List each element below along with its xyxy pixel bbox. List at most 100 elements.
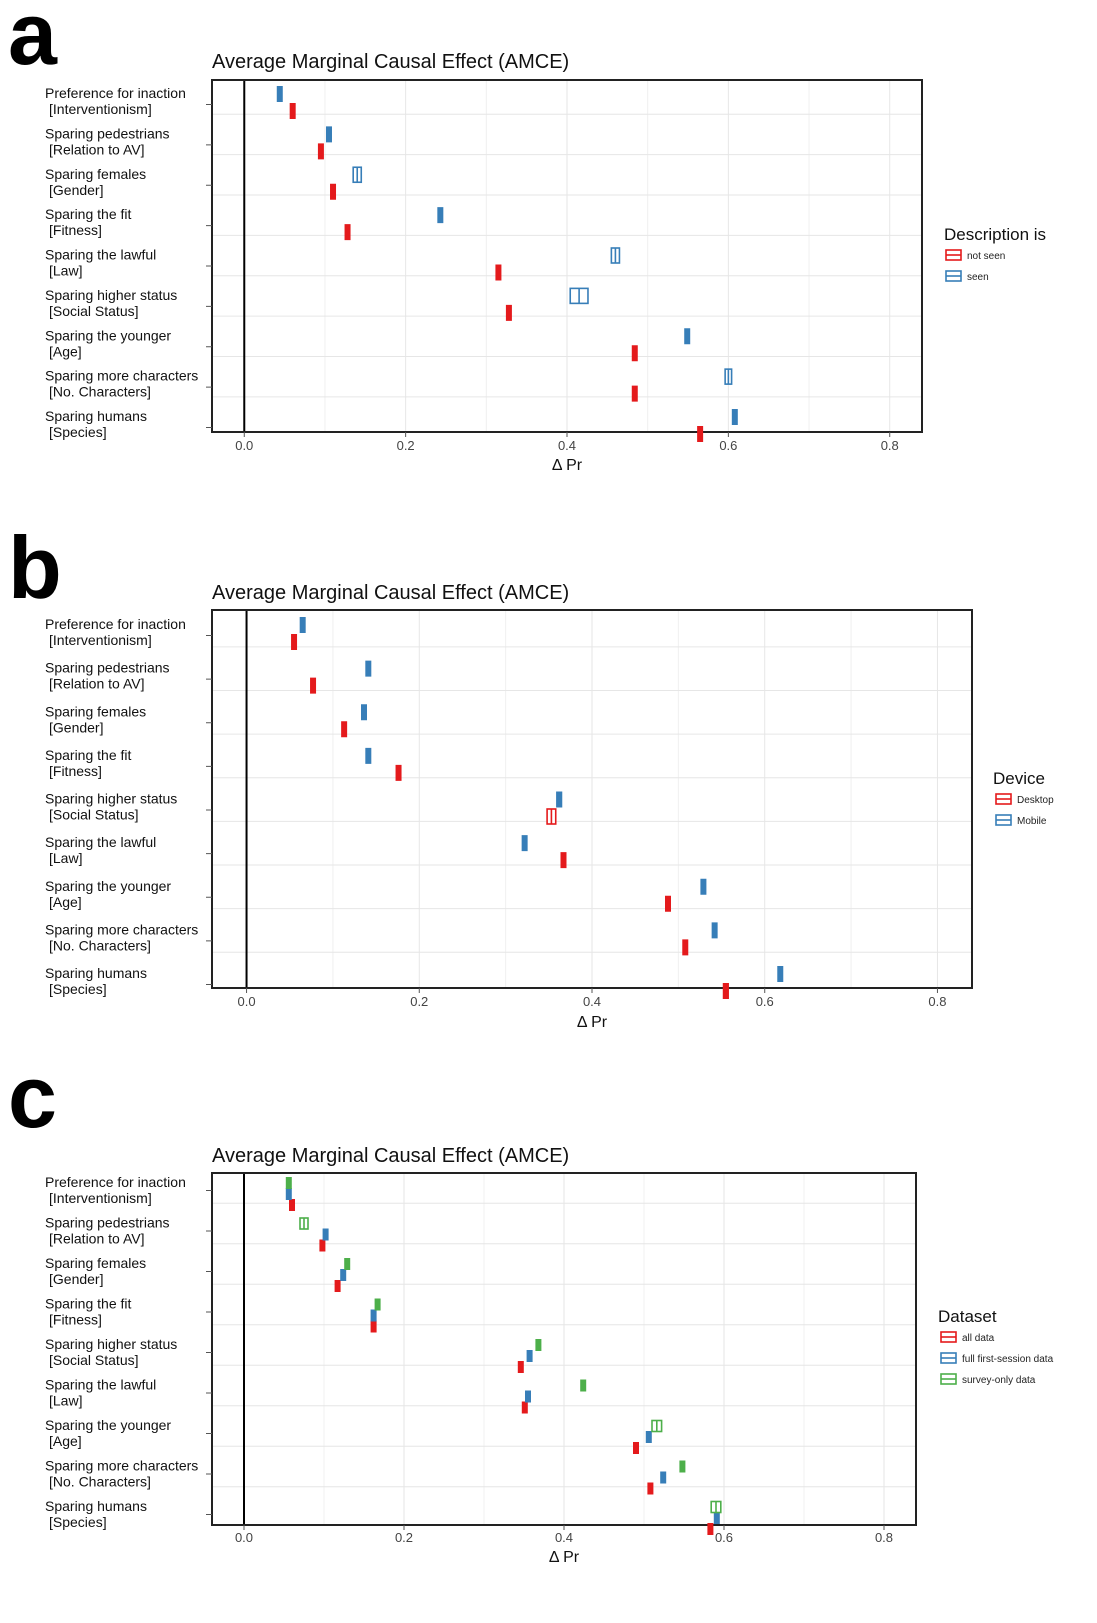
data-point <box>322 1228 329 1241</box>
row-label-category: [Gender] <box>49 1271 103 1287</box>
row-label: Sparing higher status <box>45 791 177 807</box>
row-label-category: [Relation to AV] <box>49 1231 144 1247</box>
panel-letter-b: b <box>8 518 62 617</box>
series-survey-only-data <box>285 1177 722 1514</box>
data-point <box>700 878 707 895</box>
data-point <box>365 660 372 677</box>
row-label: Sparing females <box>45 1255 146 1271</box>
row-label: Sparing pedestrians <box>45 125 170 141</box>
row-label: Preference for inaction <box>45 1174 186 1190</box>
data-point <box>535 1339 542 1351</box>
row-label-category: [Fitness] <box>49 763 102 779</box>
data-point <box>777 966 784 982</box>
legend-title: Description is <box>944 225 1046 244</box>
data-point <box>682 939 689 956</box>
row-label: Sparing females <box>45 166 146 182</box>
x-tick-label: 0.2 <box>410 994 428 1009</box>
x-tick-label: 0.4 <box>583 994 601 1009</box>
data-point <box>317 143 324 160</box>
data-point <box>291 634 298 650</box>
x-axis-label: Δ Pr <box>549 1549 580 1566</box>
row-label: Sparing the fit <box>45 206 131 222</box>
row-label-category: [Interventionism] <box>49 101 152 117</box>
row-label: Sparing more characters <box>45 1458 198 1474</box>
x-tick-label: 0.2 <box>397 438 415 453</box>
legend-item: Desktop <box>995 793 1054 806</box>
data-point <box>713 1512 720 1524</box>
data-point <box>325 126 332 143</box>
row-label: Sparing more characters <box>45 368 198 384</box>
data-point <box>697 426 704 442</box>
data-point <box>276 86 283 102</box>
row-label-category: [Species] <box>49 981 107 997</box>
legend-item: all data <box>940 1331 995 1344</box>
legend-label: seen <box>967 272 989 283</box>
data-point <box>580 1379 587 1392</box>
x-tick-label: 0.8 <box>875 1530 893 1545</box>
data-point <box>495 264 502 281</box>
legend-item: full first-session data <box>940 1352 1054 1365</box>
data-point <box>660 1471 667 1484</box>
chart-title: Average Marginal Causal Effect (AMCE) <box>212 51 569 73</box>
panel-letter-a: a <box>8 0 58 83</box>
data-point <box>437 207 444 224</box>
row-label: Preference for inaction <box>45 85 186 101</box>
row-label-category: [Age] <box>49 343 82 359</box>
row-label: Sparing higher status <box>45 287 177 303</box>
legend-label: Desktop <box>1017 795 1054 806</box>
row-label-category: [No. Characters] <box>49 937 151 953</box>
data-point <box>505 304 512 321</box>
data-point <box>285 1188 292 1200</box>
data-point <box>556 791 563 808</box>
data-marks <box>291 617 784 999</box>
row-label: Sparing more characters <box>45 921 198 937</box>
data-point <box>521 835 528 852</box>
row-label: Sparing the lawful <box>45 834 156 850</box>
data-point <box>344 224 351 241</box>
series-full-first-session-data <box>285 1188 720 1524</box>
x-tick-label: 0.4 <box>555 1530 573 1545</box>
data-point <box>731 409 738 425</box>
data-point <box>395 764 402 781</box>
row-label-category: [Relation to AV] <box>49 676 144 692</box>
row-label: Sparing the lawful <box>45 1377 156 1393</box>
data-point <box>707 1523 714 1535</box>
x-axis-label: Δ Pr <box>577 1014 608 1031</box>
data-point <box>334 1280 341 1292</box>
row-labels: Preference for inaction[Interventionism]… <box>45 1174 212 1530</box>
legend: Description is not seen seen <box>944 225 1046 283</box>
row-label: Sparing humans <box>45 1498 147 1514</box>
row-label-category: [Interventionism] <box>49 1190 152 1206</box>
x-tick-label: 0.8 <box>881 438 899 453</box>
row-label: Preference for inaction <box>45 616 186 632</box>
x-axis: 0.0 0.2 0.4 0.6 0.8 Δ Pr <box>235 1525 893 1566</box>
legend-title: Device <box>993 769 1045 788</box>
data-point <box>679 1460 686 1473</box>
row-label: Sparing females <box>45 703 146 719</box>
chart-title: Average Marginal Causal Effect (AMCE) <box>212 582 569 604</box>
row-label-category: [Age] <box>49 1433 82 1449</box>
row-label-category: [Social Status] <box>49 303 139 319</box>
data-point <box>631 385 638 402</box>
x-tick-label: 0.0 <box>235 1530 253 1545</box>
legend: Dataset all data full first-session data su… <box>938 1307 1054 1386</box>
panel-b: b Average Marginal Causal Effect (AMCE) Pr… <box>8 518 1054 1031</box>
data-point <box>645 1431 652 1443</box>
row-label: Sparing the younger <box>45 878 171 894</box>
row-label: Sparing the younger <box>45 327 171 343</box>
x-tick-label: 0.6 <box>715 1530 733 1545</box>
legend-label: survey-only data <box>962 1375 1036 1386</box>
row-label: Sparing pedestrians <box>45 1215 170 1231</box>
series-not-seen <box>289 103 704 442</box>
data-point <box>341 721 348 738</box>
gridlines <box>212 610 972 988</box>
x-axis-label: Δ Pr <box>552 457 583 474</box>
x-axis: 0.0 0.2 0.4 0.6 0.8 Δ Pr <box>235 432 899 474</box>
data-point <box>521 1401 528 1414</box>
row-label: Sparing the younger <box>45 1417 171 1433</box>
row-label-category: [Species] <box>49 1514 107 1530</box>
data-point <box>665 895 671 912</box>
data-point <box>340 1269 347 1281</box>
series-mobile <box>299 617 784 982</box>
